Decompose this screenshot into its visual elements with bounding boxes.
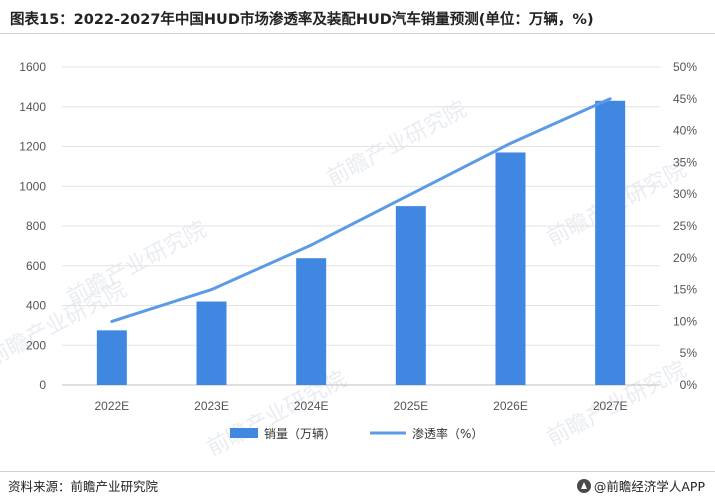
- right-tick-label: 15%: [673, 283, 697, 297]
- x-tick-label: 2025E: [393, 399, 428, 413]
- left-tick-label: 400: [26, 299, 46, 313]
- x-axis-ticks: 2022E 2023E 2024E 2025E 2026E 2027E: [94, 399, 627, 413]
- x-tick-label: 2024E: [294, 399, 329, 413]
- right-tick-label: 0%: [680, 378, 698, 392]
- right-tick-label: 45%: [673, 92, 697, 106]
- source-note: 资料来源：前瞻产业研究院: [8, 479, 159, 494]
- brand-credit: @前瞻经济学人APP: [576, 476, 705, 495]
- bar-2027E: [595, 100, 626, 385]
- right-tick-label: 40%: [673, 124, 697, 138]
- title-divider: [0, 33, 715, 34]
- brand-text: @前瞻经济学人APP: [593, 479, 705, 494]
- left-tick-label: 0: [39, 378, 46, 392]
- right-axis-ticks: 0% 5% 10% 15% 20% 25% 30% 35% 40% 45% 50%: [673, 60, 697, 392]
- left-axis-ticks: 0 200 400 600 800 1000 1200 1400 1600: [19, 60, 46, 392]
- left-tick-label: 600: [26, 259, 46, 273]
- chart-svg: 前瞻产业研究院前瞻产业研究院前瞻产业研究院前瞻产业研究院前瞻产业研究院前瞻产业研…: [0, 60, 697, 461]
- legend: 销量（万辆） 渗透率（%）: [230, 426, 483, 441]
- grid-lines: [62, 66, 660, 386]
- right-tick-label: 50%: [673, 60, 697, 74]
- right-tick-label: 20%: [673, 251, 697, 265]
- x-tick-label: 2027E: [593, 399, 628, 413]
- left-tick-label: 1200: [19, 140, 46, 154]
- right-tick-label: 25%: [673, 219, 697, 233]
- bar-2022E: [96, 330, 127, 385]
- right-tick-label: 10%: [673, 314, 697, 328]
- left-tick-label: 1400: [19, 100, 46, 114]
- line-series: [110, 97, 612, 323]
- x-tick-label: 2022E: [94, 399, 129, 413]
- bar-2026E: [495, 152, 526, 385]
- legend-bar-swatch: [230, 428, 258, 438]
- brand-logo-icon: [576, 478, 591, 493]
- left-tick-label: 200: [26, 338, 46, 352]
- footer-divider: [0, 471, 715, 472]
- legend-bar-label: 销量（万辆）: [264, 427, 336, 441]
- right-tick-label: 5%: [680, 346, 698, 360]
- bar-2023E: [196, 301, 227, 385]
- left-tick-label: 1600: [19, 60, 46, 74]
- bar-series: [96, 100, 626, 385]
- bar-2025E: [395, 206, 426, 385]
- legend-line-label: 渗透率（%）: [412, 426, 483, 441]
- right-tick-label: 35%: [673, 155, 697, 169]
- watermark-text: 前瞻产业研究院: [323, 97, 471, 191]
- x-tick-label: 2023E: [194, 399, 229, 413]
- chart-title: 图表15：2022-2027年中国HUD市场渗透率及装配HUD汽车销量预测(单位…: [10, 12, 594, 28]
- left-tick-label: 800: [26, 219, 46, 233]
- left-tick-label: 1000: [19, 179, 46, 193]
- penetration-rate-line: [110, 97, 612, 323]
- x-tick-label: 2026E: [493, 399, 528, 413]
- bar-2024E: [296, 258, 327, 385]
- right-tick-label: 30%: [673, 187, 697, 201]
